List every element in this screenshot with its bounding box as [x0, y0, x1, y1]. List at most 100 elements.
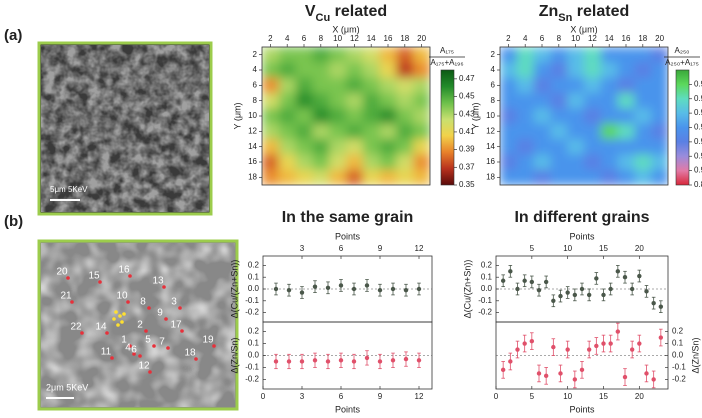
heat-cell	[362, 47, 381, 63]
y-axis-title: Δ(Cu/(Zn+Sn))	[462, 260, 472, 319]
heat-cell	[329, 123, 347, 140]
point	[529, 279, 535, 285]
point	[515, 347, 520, 352]
x-tick-label: 16	[384, 34, 393, 43]
point-marker	[152, 344, 156, 348]
y-tick-label: 0.2	[248, 327, 260, 336]
heat-cell	[379, 108, 397, 125]
heat-cell	[312, 77, 330, 94]
heat-cell	[362, 62, 381, 79]
heat-cell	[516, 154, 535, 171]
heat-cell	[617, 169, 635, 185]
y-tick-label: 16	[248, 157, 257, 166]
title-base: V	[305, 3, 316, 20]
heat-cell	[533, 108, 551, 125]
heat-cell	[312, 108, 330, 125]
x-tick-label: 14	[605, 34, 614, 43]
heat-cell	[278, 47, 297, 63]
heat-cell	[533, 77, 551, 94]
scale-text: 5μm 5KeV	[50, 185, 88, 194]
heat-cell	[600, 62, 619, 79]
heat-cell	[651, 139, 668, 155]
y-tick-label: 14	[486, 142, 495, 151]
heat-cell	[346, 108, 364, 125]
point	[608, 341, 613, 346]
point-label: 18	[184, 348, 196, 359]
heat-cell	[396, 47, 414, 63]
heat-cell	[396, 62, 414, 79]
heat-cell	[550, 77, 568, 94]
point-marker	[126, 300, 130, 304]
chart-title: In the same grain	[282, 209, 414, 226]
heat-cell	[295, 123, 313, 140]
x-tick-label: 10	[571, 34, 580, 43]
heat-cell	[262, 47, 280, 63]
heat-cell	[617, 123, 635, 140]
x-axis-title: Points	[569, 231, 595, 241]
heat-cell	[413, 123, 430, 140]
x-axis-title: Points	[335, 231, 361, 241]
point	[377, 359, 383, 364]
y-tick-label: -0.1	[672, 363, 686, 372]
point-label: 6	[131, 345, 137, 356]
y-tick-label: 0.1	[248, 272, 260, 281]
title-base: Zn	[539, 3, 559, 20]
heat-cell	[516, 169, 535, 185]
heat-cell	[295, 47, 313, 63]
point	[601, 292, 606, 298]
point-marker	[178, 306, 182, 310]
point-marker	[164, 317, 168, 321]
y-tick-label: 18	[486, 172, 495, 181]
heat-cell	[262, 169, 280, 185]
heat-cell	[584, 108, 602, 125]
point-label: 8	[140, 297, 146, 308]
point-label: 13	[152, 276, 164, 287]
heat-cell	[584, 169, 602, 185]
heat-cell	[329, 108, 347, 125]
y-tick-label: 0.0	[248, 284, 260, 293]
x-axis-title: X (μm)	[332, 24, 359, 34]
y-axis-title: Δ(Cu/(Zn+Sn))	[229, 260, 239, 319]
heat-cell	[346, 62, 364, 79]
heat-cell	[346, 139, 364, 155]
heat-cell	[550, 154, 568, 171]
heat-cell	[295, 154, 313, 171]
chart-title: ZnSn related	[539, 3, 630, 24]
x-axis-title: X (μm)	[570, 24, 597, 34]
heat-cell	[362, 169, 381, 185]
point-marker	[110, 356, 114, 360]
heat-cell	[634, 47, 652, 63]
colorbar-tick-label: 0.9	[694, 166, 702, 175]
point	[338, 358, 344, 363]
point-marker	[147, 306, 151, 310]
colorbar-label-num: A₂₅₀	[675, 46, 690, 55]
title-sub: Sn	[558, 12, 572, 24]
chart-title: VCu related	[305, 3, 387, 24]
x-tick-label: 10	[563, 392, 572, 401]
heat-cell	[634, 123, 652, 140]
colorbar-label-den: A₂₅₀+A₁₇₅	[665, 58, 699, 67]
point-label: 17	[170, 320, 182, 331]
point	[500, 278, 506, 283]
point-label: 21	[60, 291, 72, 302]
heat-cell	[312, 62, 330, 79]
heat-cell	[413, 169, 430, 185]
heat-cell	[533, 169, 551, 185]
point-marker	[98, 280, 102, 284]
point-marker	[166, 346, 170, 350]
heat-cell	[379, 154, 397, 171]
heat-cell	[600, 77, 619, 94]
heat-cell	[567, 93, 585, 109]
title-rest: related	[572, 3, 629, 20]
point	[522, 341, 527, 346]
point-label: 3	[171, 297, 177, 308]
y-tick-label: -0.2	[245, 375, 259, 384]
y-tick-label: -0.2	[478, 308, 492, 317]
point-marker	[80, 331, 84, 335]
y-tick-label: 4	[253, 65, 258, 74]
heatmap	[262, 47, 430, 185]
heat-cell	[379, 139, 397, 155]
colorbar-tick-label: 0.96	[694, 79, 702, 88]
point-marker	[148, 370, 152, 374]
y-tick-label: 6	[491, 80, 496, 89]
